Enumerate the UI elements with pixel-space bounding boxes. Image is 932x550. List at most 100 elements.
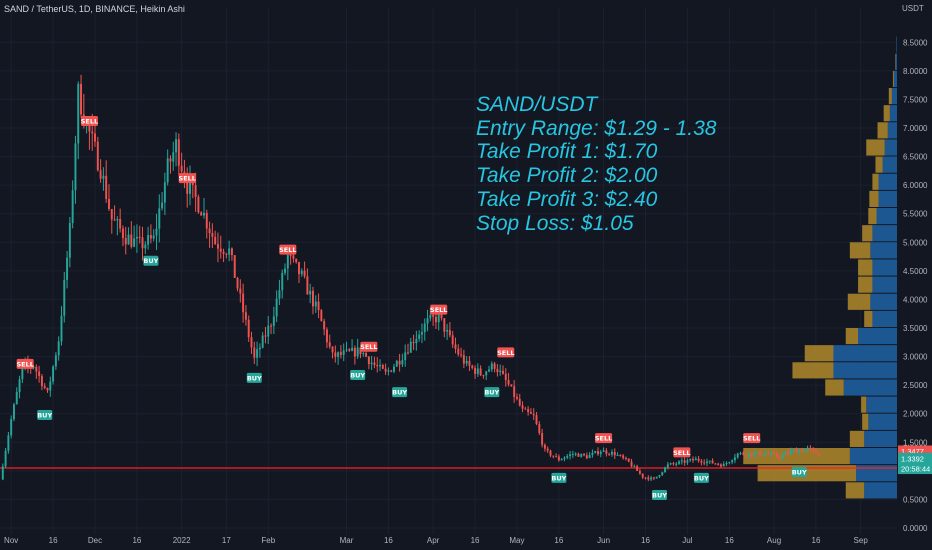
annotation-take-profit-2: Take Profit 2: $2.00	[476, 164, 658, 188]
candle-body	[43, 386, 46, 388]
sell-signal[interactable]: SELL	[16, 358, 34, 369]
buy-signal[interactable]: BUY	[791, 467, 807, 478]
candle-body	[189, 181, 191, 194]
candle-body	[493, 363, 496, 369]
candle-body	[591, 452, 594, 455]
candle-body	[91, 131, 94, 134]
candle-body	[353, 347, 356, 357]
volume-profile-bar-gold	[792, 362, 834, 379]
candle-body	[298, 262, 300, 275]
price-label-badge	[898, 445, 932, 457]
candle-body	[778, 456, 781, 459]
volume-profile-bar-gold	[868, 208, 877, 225]
x-tick-label: Dec	[88, 536, 102, 545]
candle-body	[49, 381, 52, 391]
candle-body	[504, 373, 507, 381]
candle-body	[661, 472, 664, 476]
candle-body	[233, 255, 236, 278]
candle-body	[608, 453, 611, 455]
candle-body	[446, 330, 449, 332]
candle-body	[127, 234, 130, 245]
candle-body	[390, 370, 393, 372]
candle-body	[583, 453, 586, 456]
y-tick-label: 1.5000	[903, 438, 928, 447]
buy-signal[interactable]: BUY	[693, 472, 709, 483]
candle-body	[770, 453, 773, 455]
time-axis[interactable]: Nov 16 Dec 16 2022 17 Feb Mar 16 Apr 16 May 16 Jun 16 J…	[4, 536, 868, 545]
candle-body	[96, 141, 99, 171]
sell-signal[interactable]: SELL	[279, 244, 297, 255]
sell-signal[interactable]: SELL	[430, 304, 447, 315]
candle-body	[597, 451, 599, 455]
candle-body	[133, 238, 136, 247]
signal-badge	[791, 467, 807, 478]
signal-badge	[143, 255, 159, 266]
candle-body	[54, 355, 57, 367]
candle-body	[172, 152, 175, 162]
sell-signal[interactable]: SELL	[673, 447, 691, 458]
candle-body	[703, 462, 706, 464]
x-tick-label: Apr	[427, 536, 440, 545]
candle-body	[647, 477, 650, 480]
candle-body	[152, 235, 155, 239]
candle-body	[524, 408, 527, 410]
candle-body	[105, 175, 108, 199]
candle-body	[415, 338, 418, 344]
candle-body	[817, 453, 820, 456]
candle-body	[678, 461, 681, 464]
sell-signal[interactable]: SELL	[743, 433, 760, 444]
candle-body	[236, 277, 239, 289]
buy-signal[interactable]: BUY	[551, 472, 567, 483]
y-tick-label: 6.0000	[903, 181, 928, 190]
candle-body	[664, 467, 667, 473]
sell-signal[interactable]: SELL	[81, 116, 98, 126]
candle-body	[40, 376, 43, 387]
volume-profile-bar-gold	[849, 430, 865, 447]
candle-body	[569, 454, 572, 456]
candle-body	[71, 190, 74, 224]
sell-signal[interactable]: SELL	[595, 433, 612, 444]
y-tick-label: 6.5000	[903, 153, 928, 162]
buy-signal[interactable]: BUY	[392, 387, 407, 398]
x-tick-label: Feb	[261, 536, 275, 545]
signal-label: SELL	[16, 360, 33, 368]
sell-signal[interactable]: SELL	[179, 173, 196, 184]
buy-signal[interactable]: BUY	[37, 410, 52, 420]
buy-signal[interactable]: BUY	[143, 255, 159, 266]
candle-body	[155, 228, 158, 236]
candle-body	[395, 360, 398, 367]
candle-body	[706, 461, 708, 464]
buy-signal[interactable]: BUY	[350, 370, 365, 380]
buy-signal[interactable]: BUY	[484, 387, 500, 398]
buy-signal[interactable]: BUY	[651, 490, 667, 500]
candle-body	[563, 457, 566, 460]
volume-profile-bar-blue	[872, 259, 897, 276]
sell-signal[interactable]: SELL	[360, 341, 378, 352]
buy-signal[interactable]: BUY	[246, 372, 262, 383]
volume-profile-bar-gold	[804, 345, 834, 362]
sell-signal[interactable]: SELL	[497, 347, 514, 358]
candle-body	[10, 419, 13, 436]
candle-body	[474, 367, 477, 374]
candle-body	[798, 450, 801, 453]
volume-profile-bar-blue	[896, 36, 897, 53]
trade-setup-annotation[interactable]: SAND/USDT Entry Range: $1.29 - 1.38 Take…	[476, 93, 717, 235]
candle-body	[230, 248, 233, 256]
volume-profile-bar-blue	[876, 208, 897, 225]
volume-profile-bar-blue	[870, 293, 897, 310]
candle-body	[57, 341, 60, 356]
candle-body	[672, 463, 675, 465]
candle-body	[666, 464, 669, 468]
candle-body	[275, 298, 278, 317]
volume-profile-bar-gold	[845, 328, 859, 345]
candle-body	[409, 341, 412, 353]
chart-header[interactable]: SAND / TetherUS, 1D, BINANCE, Heikin Ash…	[4, 4, 185, 14]
price-label-text: 20:58:44	[901, 465, 930, 474]
price-axis[interactable]: 0.00000.50001.00001.50002.00002.50003.00…	[903, 38, 928, 533]
candle-body	[216, 244, 219, 249]
y-tick-label: 3.0000	[903, 353, 928, 362]
candle-body	[303, 270, 306, 277]
candle-body	[144, 244, 147, 249]
volume-profile-bar-gold	[872, 173, 879, 190]
